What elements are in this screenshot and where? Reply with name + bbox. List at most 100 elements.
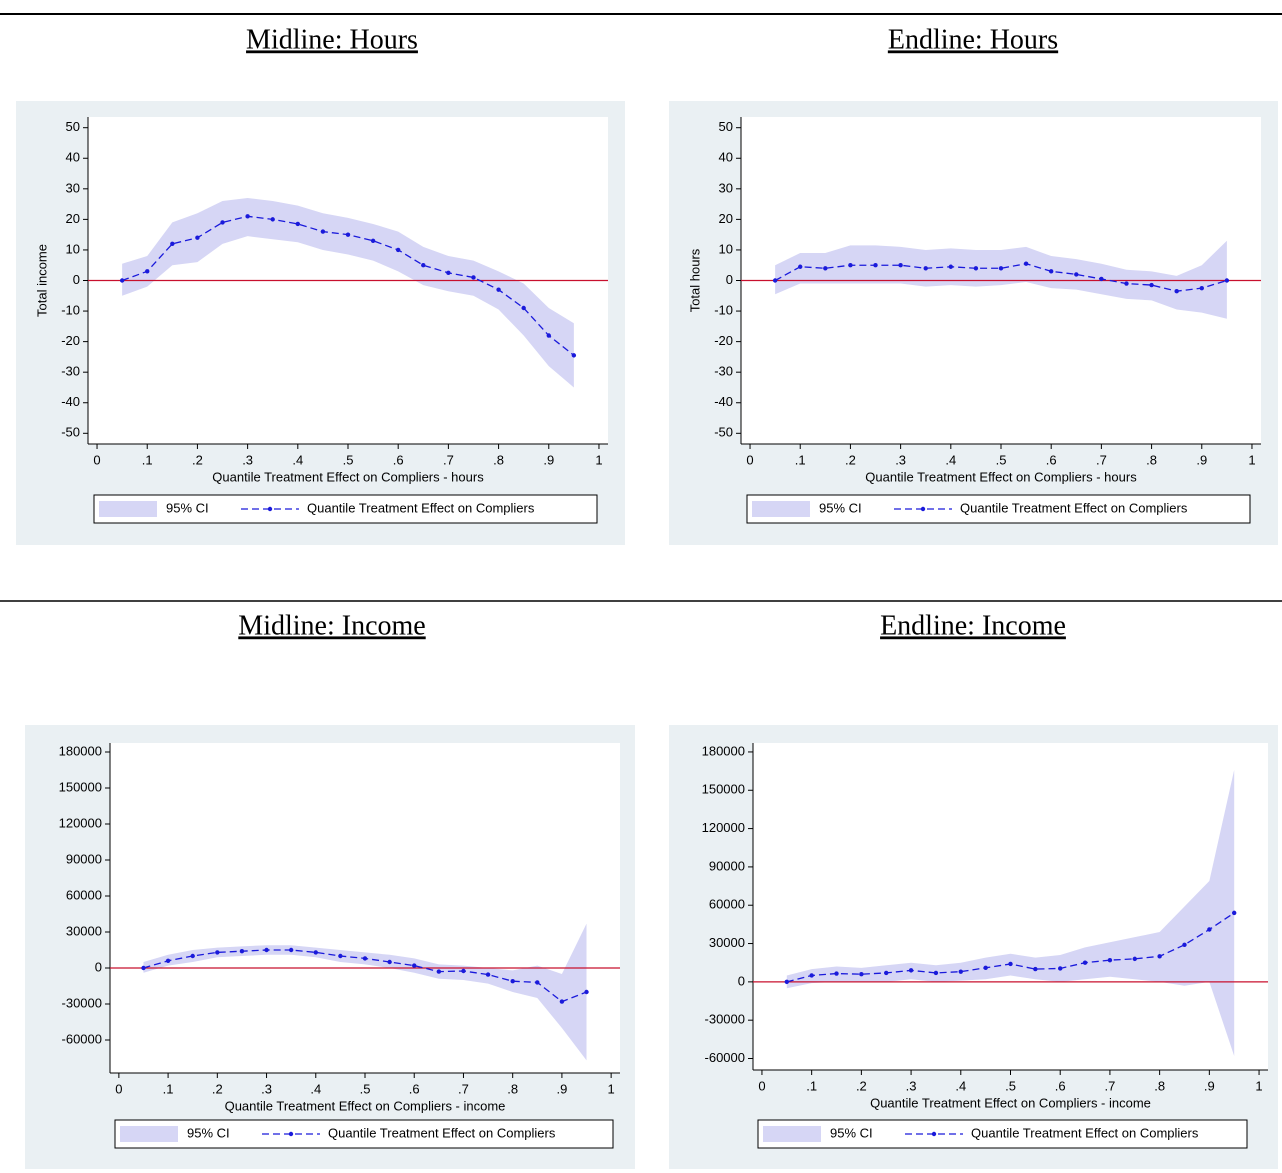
- y-tick-label: -30000: [62, 995, 102, 1010]
- x-tick-label: .5: [1005, 1078, 1016, 1093]
- effect-point: [884, 970, 889, 976]
- x-tick-label: .9: [556, 1081, 567, 1096]
- effect-point: [446, 270, 451, 276]
- effect-point: [288, 947, 294, 953]
- effect-point: [521, 305, 526, 311]
- x-tick-label: .7: [458, 1081, 469, 1096]
- effect-point: [270, 217, 275, 222]
- effect-point: [933, 970, 939, 976]
- y-tick-label: 120000: [59, 815, 102, 830]
- x-tick-label: .5: [996, 452, 1007, 467]
- y-tick-label: 50: [66, 119, 80, 134]
- y-tick-label: 150000: [702, 782, 745, 797]
- effect-point: [1082, 960, 1088, 965]
- legend-marker: [288, 1131, 294, 1137]
- effect-point: [546, 333, 551, 338]
- effect-point: [571, 353, 577, 358]
- x-tick-label: .4: [955, 1078, 966, 1093]
- y-tick-label: 180000: [702, 743, 745, 758]
- x-tick-label: .4: [292, 452, 303, 467]
- x-tick-label: 0: [93, 452, 100, 467]
- chart-title: Endline: Hours: [888, 24, 1058, 55]
- y-tick-label: 20: [719, 211, 733, 226]
- effect-point: [1207, 927, 1212, 932]
- effect-point: [395, 247, 401, 253]
- effect-point: [461, 968, 466, 974]
- x-tick-label: 1: [595, 452, 602, 467]
- y-tick-label: -60000: [62, 1031, 102, 1046]
- effect-point: [535, 980, 540, 985]
- y-tick-label: 50: [719, 119, 733, 134]
- effect-point: [958, 969, 963, 974]
- x-tick-label: 0: [746, 452, 753, 467]
- x-tick-label: .4: [310, 1081, 321, 1096]
- effect-point: [1058, 966, 1063, 971]
- effect-point: [421, 263, 426, 268]
- y-tick-label: -20: [61, 333, 80, 348]
- effect-point: [1099, 276, 1104, 282]
- effect-point: [239, 949, 245, 954]
- y-tick-label: -40: [61, 394, 80, 409]
- effect-point: [584, 989, 589, 995]
- legend-box: [746, 494, 1251, 524]
- effect-point: [190, 953, 195, 959]
- effect-point: [362, 956, 368, 961]
- y-tick-label: 40: [719, 150, 733, 165]
- effect-point: [496, 287, 501, 292]
- effect-point: [998, 266, 1004, 271]
- effect-point: [1124, 281, 1129, 286]
- legend-label: Quantile Treatment Effect on Compliers: [960, 500, 1188, 515]
- effect-point: [313, 950, 318, 955]
- effect-point: [772, 278, 778, 283]
- y-tick-label: 40: [66, 150, 80, 165]
- effect-point: [145, 269, 150, 274]
- y-tick-label: -40: [714, 394, 733, 409]
- effect-point: [264, 947, 269, 953]
- x-tick-label: .9: [543, 452, 554, 467]
- effect-point: [1074, 272, 1079, 277]
- x-tick-label: .3: [906, 1078, 917, 1093]
- y-tick-label: 180000: [59, 743, 102, 758]
- effect-point: [1023, 261, 1029, 266]
- x-tick-label: .7: [1104, 1078, 1115, 1093]
- effect-point: [1149, 282, 1154, 288]
- effect-point: [245, 214, 250, 219]
- x-tick-label: .1: [806, 1078, 817, 1093]
- y-tick-label: 60000: [66, 887, 102, 902]
- x-tick-label: .1: [163, 1081, 174, 1096]
- legend-label: 95% CI: [187, 1125, 230, 1140]
- plot-area: [753, 743, 1268, 1070]
- legend-label: 95% CI: [166, 500, 209, 515]
- plot-area: [110, 743, 620, 1073]
- x-tick-label: .8: [1146, 452, 1157, 467]
- x-tick-label: .8: [507, 1081, 518, 1096]
- effect-point: [908, 968, 914, 973]
- effect-point: [412, 963, 417, 968]
- y-tick-label: 0: [95, 959, 102, 974]
- x-tick-label: 0: [758, 1078, 765, 1093]
- y-tick-label: 30000: [709, 935, 745, 950]
- x-tick-label: .6: [393, 452, 404, 467]
- effect-point: [1224, 278, 1230, 283]
- effect-point: [1174, 288, 1179, 294]
- y-tick-label: -30: [714, 364, 733, 379]
- effect-point: [1182, 942, 1187, 948]
- legend-marker: [920, 506, 926, 512]
- y-tick-label: 10: [719, 241, 733, 256]
- x-tick-label: 1: [1248, 452, 1255, 467]
- y-tick-label: 150000: [59, 779, 102, 794]
- effect-point: [295, 221, 301, 227]
- legend-swatch: [120, 1126, 178, 1142]
- effect-point: [215, 950, 220, 955]
- x-tick-label: .4: [945, 452, 956, 467]
- legend-label: Quantile Treatment Effect on Compliers: [971, 1125, 1199, 1140]
- effect-point: [873, 263, 878, 268]
- x-axis-label: Quantile Treatment Effect on Compliers -…: [870, 1095, 1151, 1110]
- effect-point: [165, 958, 171, 963]
- y-tick-label: 90000: [709, 858, 745, 873]
- x-tick-label: .1: [142, 452, 153, 467]
- x-tick-label: .3: [242, 452, 253, 467]
- x-tick-label: .6: [409, 1081, 420, 1096]
